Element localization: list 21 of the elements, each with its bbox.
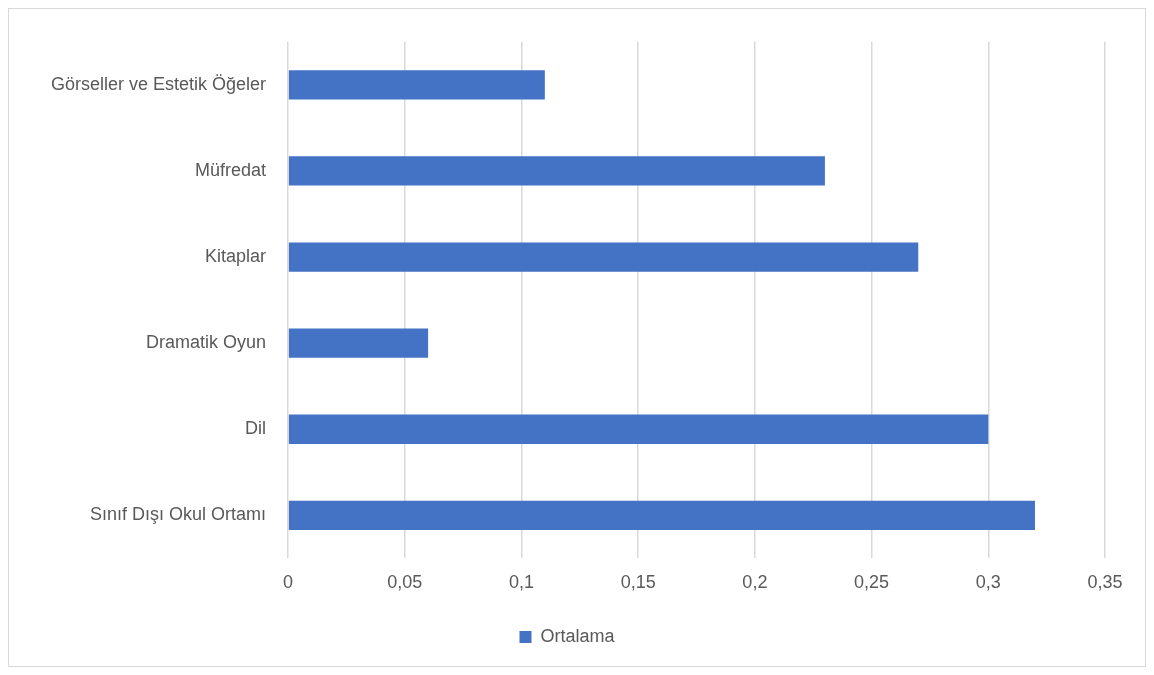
y-tick-label: Görseller ve Estetik Öğeler: [51, 73, 267, 94]
y-tick-label: Kitaplar: [205, 246, 267, 267]
y-tick-label: Müfredat: [195, 159, 267, 180]
x-tick-label: 0,1: [508, 572, 534, 593]
bar: [288, 500, 1035, 530]
x-tick-label: 0,25: [854, 572, 890, 593]
x-tick-label: 0: [283, 572, 294, 593]
x-tick-label: 0,3: [975, 572, 1001, 593]
y-tick-label: Sınıf Dışı Okul Ortamı: [90, 504, 267, 525]
x-tick-label: 0,35: [1087, 572, 1123, 593]
legend-label: Ortalama: [540, 625, 616, 646]
x-tick-label: 0,2: [742, 572, 768, 593]
y-tick-label: Dramatik Oyun: [146, 332, 267, 353]
bar: [288, 156, 825, 186]
bar: [288, 328, 429, 358]
bar: [288, 414, 989, 444]
x-tick-label: 0,05: [387, 572, 423, 593]
x-tick-label: 0,15: [620, 572, 656, 593]
bar: [288, 242, 919, 272]
bar: [288, 70, 545, 100]
y-tick-label: Dil: [245, 418, 267, 439]
